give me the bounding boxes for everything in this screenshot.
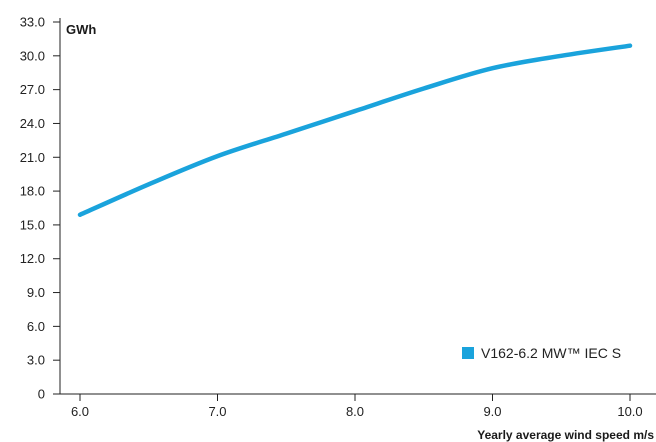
legend-label: V162-6.2 MW™ IEC S xyxy=(481,345,621,361)
y-axis: 0 3.0 6.0 9.0 12.0 15.0 18.0 21.0 24.0 27.0 30.0 33… xyxy=(20,15,61,402)
y-tick-label: 24.0 xyxy=(20,116,45,131)
x-tick-label: 8.0 xyxy=(346,404,364,419)
y-tick-label: 21.0 xyxy=(20,150,45,165)
x-axis-title: Yearly average wind speed m/s xyxy=(477,428,654,442)
y-tick-label: 15.0 xyxy=(20,217,45,232)
series-layer xyxy=(77,43,633,218)
legend-swatch xyxy=(462,347,474,359)
x-tick-label: 10.0 xyxy=(617,404,642,419)
x-axis: 6.0 7.0 8.0 9.0 10.0 xyxy=(60,393,656,419)
y-axis-unit-label: GWh xyxy=(66,22,96,37)
y-tick-label: 12.0 xyxy=(20,251,45,266)
y-tick-label: 30.0 xyxy=(20,48,45,63)
x-tick-label: 9.0 xyxy=(483,404,501,419)
x-tick-label: 6.0 xyxy=(71,404,89,419)
y-tick-label: 0 xyxy=(38,387,45,402)
series-line xyxy=(77,43,633,218)
y-tick-label: 9.0 xyxy=(27,285,45,300)
x-tick-label: 7.0 xyxy=(208,404,226,419)
y-tick-label: 18.0 xyxy=(20,184,45,199)
y-tick-label: 33.0 xyxy=(20,15,45,30)
y-tick-label: 6.0 xyxy=(27,319,45,334)
legend: V162-6.2 MW™ IEC S xyxy=(462,345,621,361)
y-tick-label: 3.0 xyxy=(27,353,45,368)
y-tick-label: 27.0 xyxy=(20,82,45,97)
